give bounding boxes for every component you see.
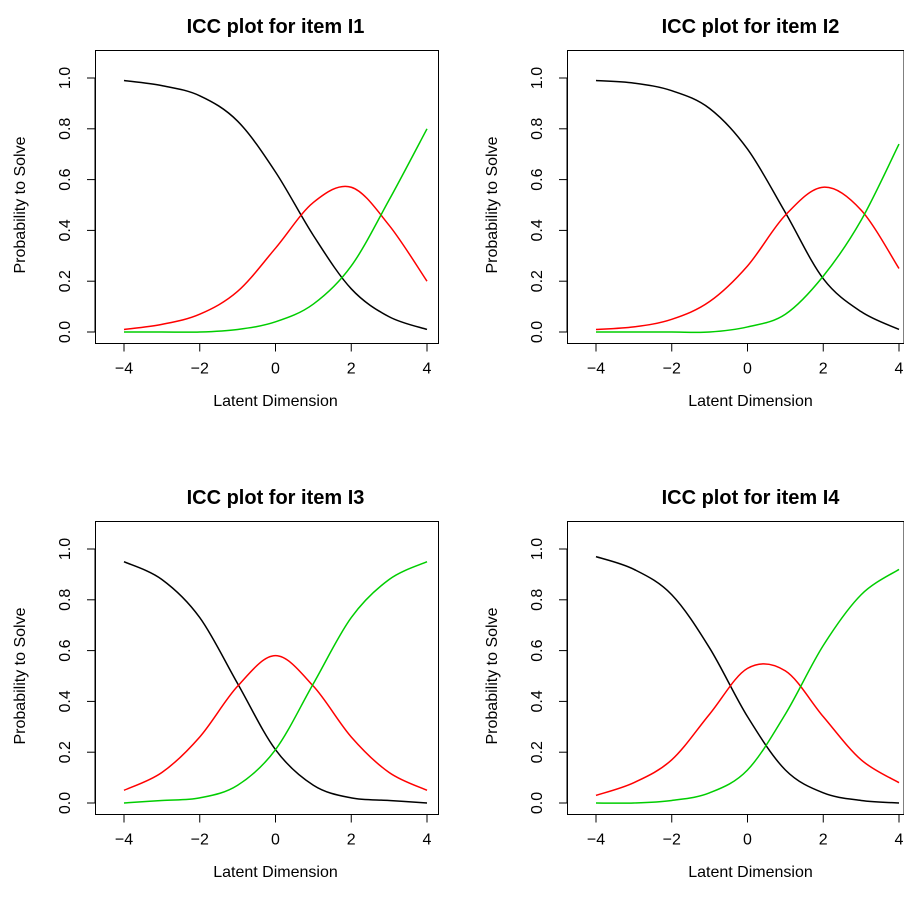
y-tick-label: 0.8: [57, 118, 74, 140]
x-tick-label: 0: [271, 832, 280, 849]
icc-panel-item-1: ICC plot for item I1 −4 −2 0 2 4 Latent Dimens…: [12, 16, 439, 410]
icc-curve-category-2: [596, 143, 900, 334]
icc-curve-category-0: [595, 555, 900, 804]
x-tick-label: −4: [587, 832, 605, 849]
x-tick-label: 4: [895, 361, 904, 378]
x-tick-label: −2: [191, 832, 209, 849]
y-tick-label: 0.2: [57, 270, 74, 292]
icc-curve-category-1: [123, 185, 428, 331]
plot-title: ICC plot for item I1: [187, 16, 365, 38]
y-tick-label: 0.4: [57, 219, 74, 241]
y-tick-label: 0.8: [529, 118, 546, 140]
x-tick-label: −4: [587, 361, 605, 378]
x-tick-label: −4: [115, 832, 133, 849]
icc-curve-category-2: [595, 568, 900, 804]
y-tick-label: 0.0: [57, 792, 74, 814]
x-tick-label: 0: [743, 361, 752, 378]
x-tick-label: −2: [663, 361, 681, 378]
y-tick-label: 0.4: [529, 219, 546, 241]
y-axis-label: Probability to Solve: [12, 607, 29, 744]
y-tick-label: 1.0: [57, 538, 74, 560]
x-tick-label: −4: [115, 361, 133, 378]
icc-panel-item-4: ICC plot for item I4 −4 −2 0 2 4 Latent Dimens…: [484, 487, 904, 881]
y-tick-label: 0.2: [529, 741, 546, 763]
y-tick-label: 0.0: [529, 321, 546, 343]
icc-panel-item-3: ICC plot for item I3 −4 −2 0 2 4 Latent Dimens…: [12, 487, 439, 881]
plot-title: ICC plot for item I3: [187, 487, 365, 509]
curves-group: [123, 561, 428, 804]
x-tick-label: 4: [895, 832, 904, 849]
x-tick-label: −2: [191, 361, 209, 378]
y-axis-label: Probability to Solve: [484, 136, 501, 273]
y-tick-label: 0.2: [529, 270, 546, 292]
x-tick-label: 2: [819, 361, 828, 378]
y-tick-label: 0.8: [529, 589, 546, 611]
x-tick-label: 0: [743, 832, 752, 849]
y-tick-label: 0.4: [57, 690, 74, 712]
curves-group: [595, 79, 900, 334]
curves-group: [123, 79, 428, 333]
icc-curve-category-1: [595, 663, 900, 797]
y-tick-label: 0.6: [529, 168, 546, 190]
x-axis-label: Latent Dimension: [213, 393, 338, 410]
y-tick-label: 1.0: [57, 67, 74, 89]
y-tick-label: 1.0: [529, 67, 546, 89]
y-tick-label: 1.0: [529, 538, 546, 560]
y-tick-label: 0.6: [57, 639, 74, 661]
icc-curve-category-1: [595, 186, 900, 331]
y-axis-label: Probability to Solve: [484, 607, 501, 744]
y-tick-label: 0.4: [529, 690, 546, 712]
x-tick-label: −2: [663, 832, 681, 849]
y-axis-label: Probability to Solve: [12, 136, 29, 273]
icc-curve-category-1: [123, 654, 428, 791]
x-tick-label: 2: [347, 361, 356, 378]
x-tick-label: 2: [347, 832, 356, 849]
y-tick-label: 0.0: [529, 792, 546, 814]
y-tick-label: 0.0: [57, 321, 74, 343]
plot-title: ICC plot for item I4: [662, 487, 841, 509]
x-tick-label: 2: [819, 832, 828, 849]
y-tick-label: 0.6: [529, 639, 546, 661]
curves-group: [595, 555, 900, 804]
icc-panel-item-2: ICC plot for item I2 −4 −2 0 2 4 Latent Dimens…: [484, 16, 904, 410]
x-tick-label: 0: [271, 361, 280, 378]
icc-curve-category-0: [595, 79, 900, 331]
x-axis-label: Latent Dimension: [688, 393, 813, 410]
icc-curve-category-2: [124, 128, 428, 333]
x-tick-label: 4: [423, 832, 432, 849]
y-tick-label: 0.8: [57, 589, 74, 611]
y-tick-label: 0.2: [57, 741, 74, 763]
y-tick-label: 0.6: [57, 168, 74, 190]
icc-curve-category-2: [123, 561, 428, 804]
plot-title: ICC plot for item I2: [662, 16, 840, 38]
x-tick-label: 4: [423, 361, 432, 378]
x-axis-label: Latent Dimension: [688, 864, 813, 881]
icc-curve-category-0: [123, 79, 428, 331]
x-axis-label: Latent Dimension: [213, 864, 338, 881]
